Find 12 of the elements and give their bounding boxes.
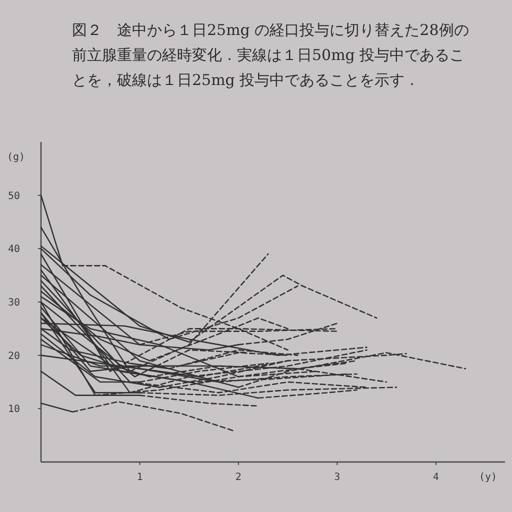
y-tick-label: 40 xyxy=(8,244,20,256)
chart-title: 図２ 途中から１日25mg の経口投与に切り替えた28例の前立腺重量の経時変化．実線は１日50mg 投与中であることを，破線は１日25mg 投与中であることを示す． xyxy=(72,20,470,91)
x-tick-label: 4 xyxy=(432,472,439,483)
y-axis-title: (g) xyxy=(6,152,26,163)
x-tick-label: 3 xyxy=(334,472,340,483)
y-tick-label: 20 xyxy=(8,350,20,362)
x-tick-label: 1 xyxy=(136,472,143,483)
y-tick-label: 50 xyxy=(8,190,20,202)
x-axis-title: (y) xyxy=(478,472,498,483)
y-tick-label: 10 xyxy=(8,404,20,416)
x-tick-label: 2 xyxy=(235,472,242,483)
y-tick-label: 30 xyxy=(8,298,20,308)
